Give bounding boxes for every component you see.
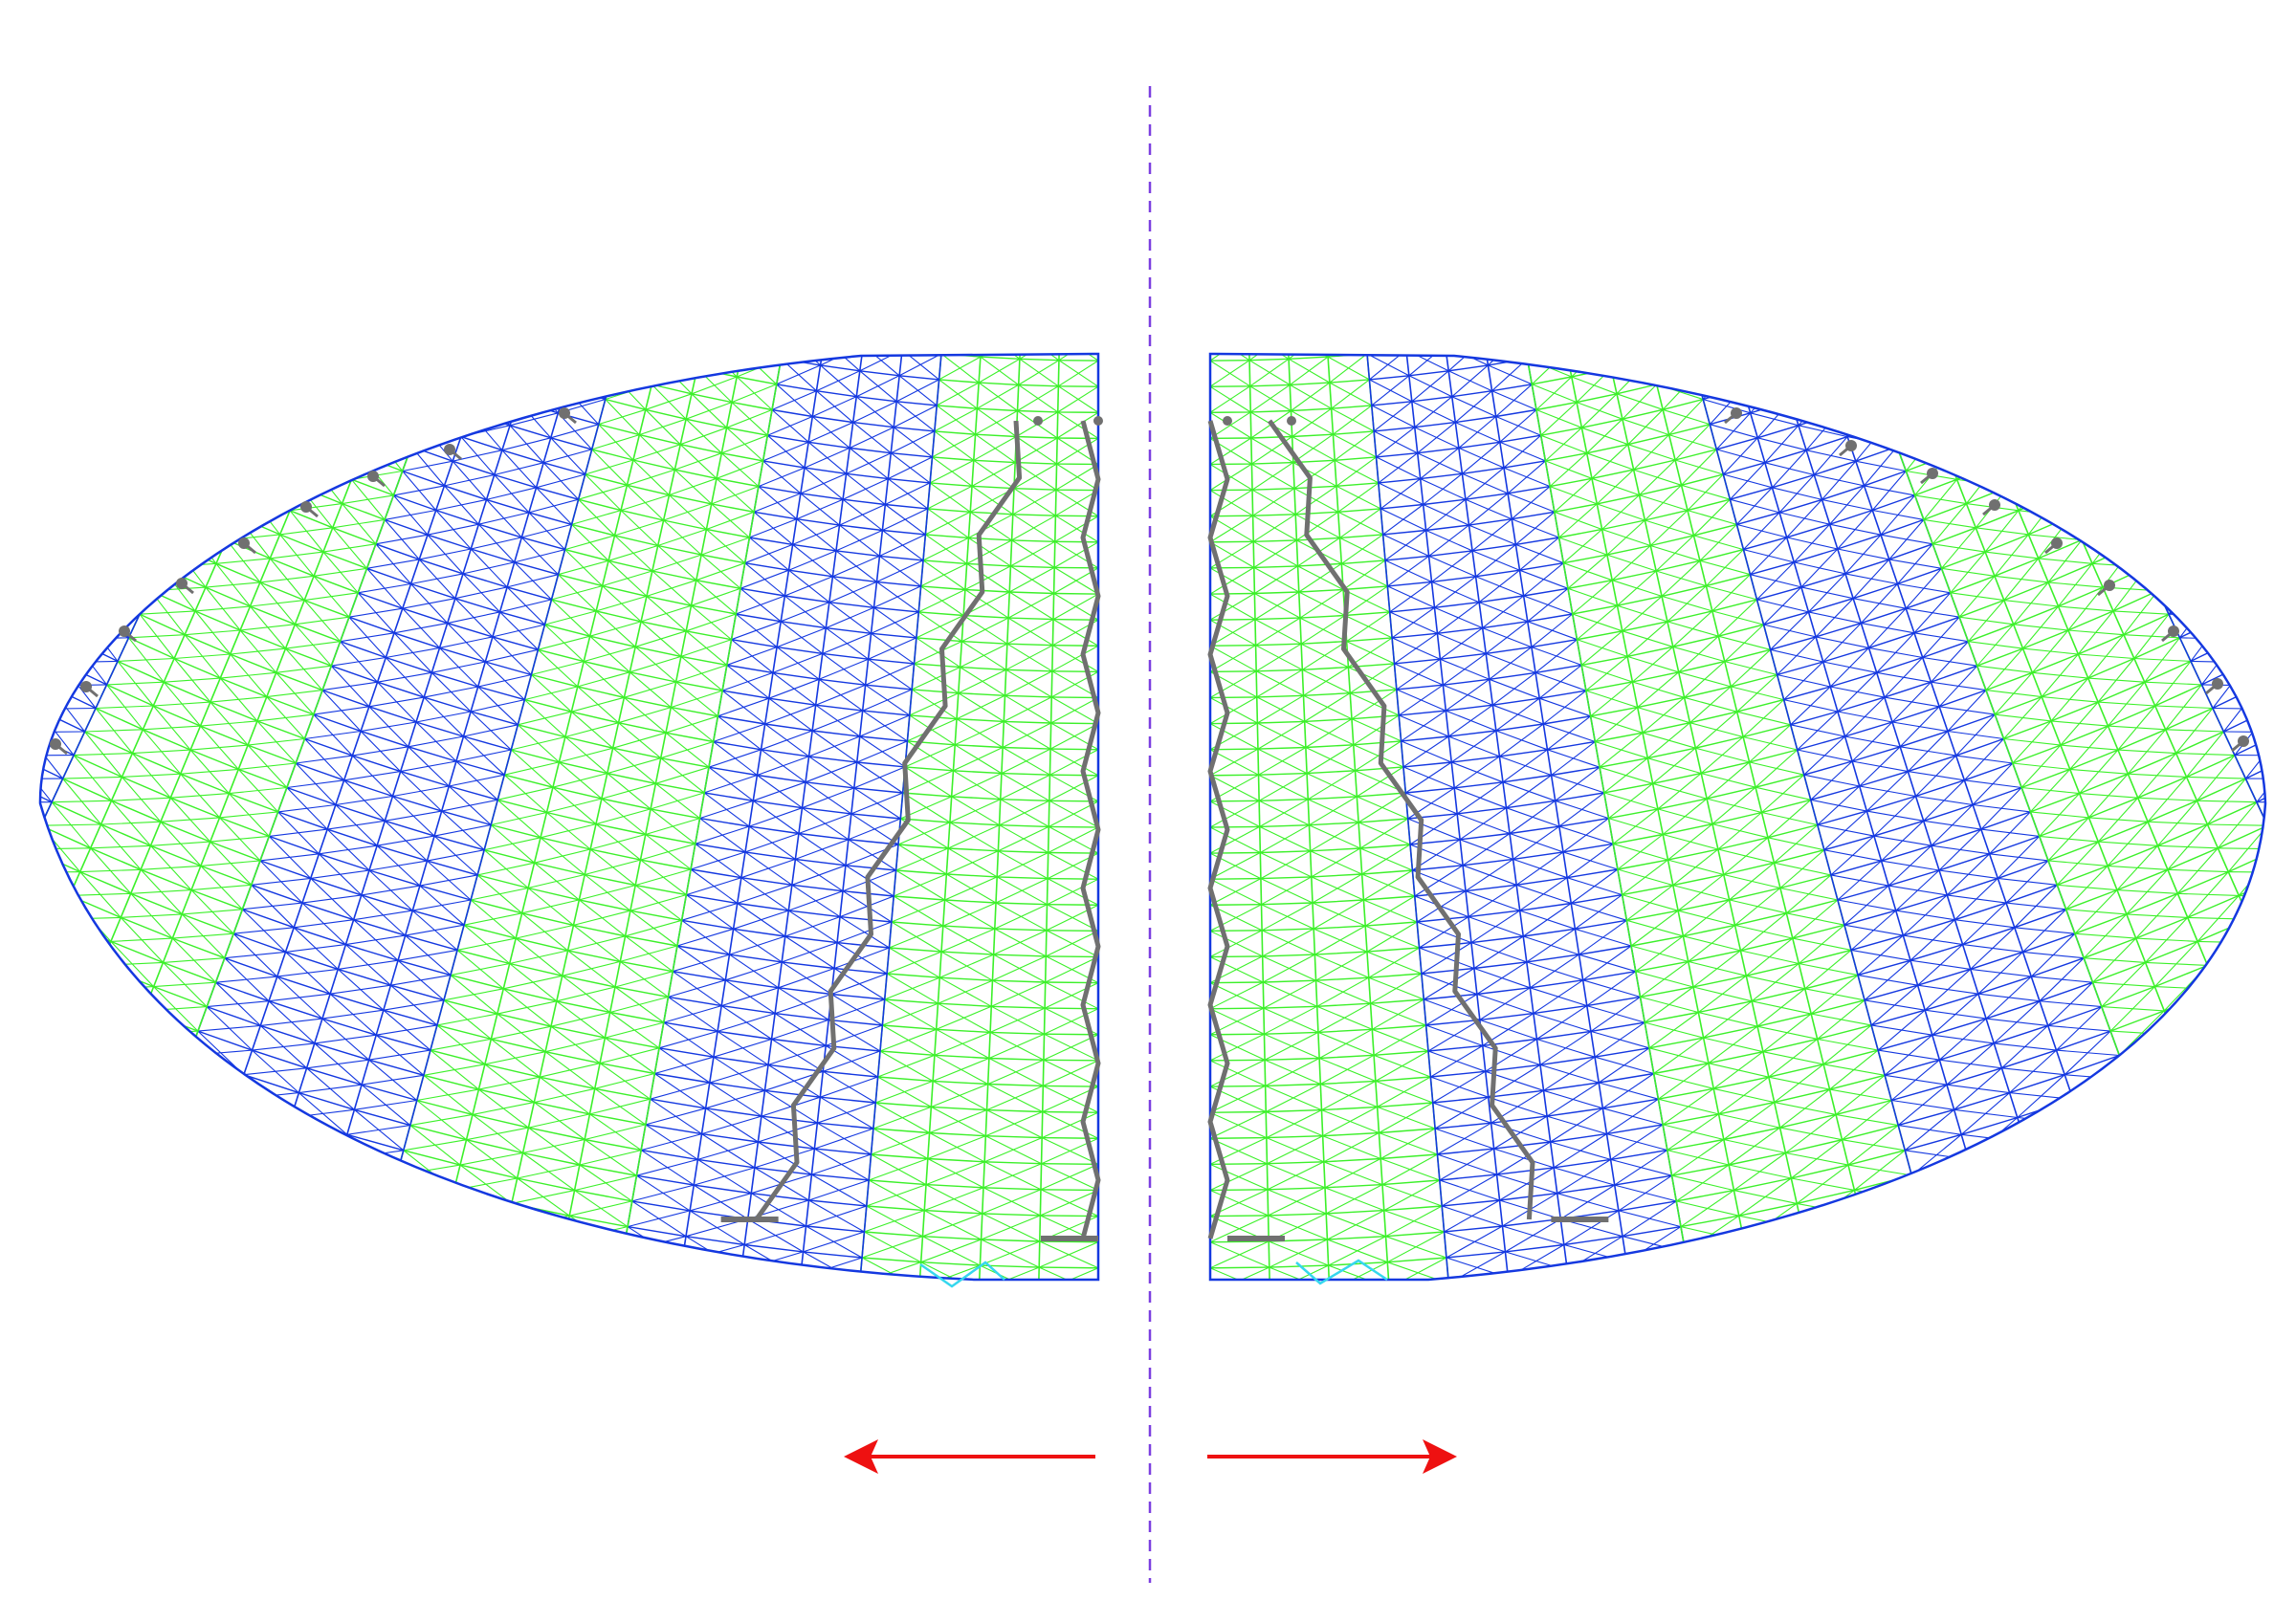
mesh-strip: [39, 354, 82, 820]
right-edge-supports: [1724, 407, 2249, 753]
left-roof-half: [38, 352, 1103, 1288]
mesh-strip: [1210, 354, 1452, 1280]
mesh-strip: [152, 354, 640, 1226]
right-mesh-strips: [1210, 354, 2265, 1280]
edge-beam: [919, 1261, 1005, 1288]
mesh-strip: [1517, 354, 1927, 1279]
mesh-strip: [617, 354, 945, 1280]
right-roof-half: [1207, 352, 2267, 1285]
mesh-strip: [1363, 354, 1691, 1280]
mesh-strip: [2226, 354, 2265, 820]
right-roof-outline: [1208, 352, 2267, 1282]
truss-chord: [720, 416, 1043, 1222]
mesh-strip: [856, 354, 1099, 1280]
mesh-strip: [1668, 354, 2156, 1226]
edge-beam: [1295, 1259, 1388, 1285]
left-truss: [720, 416, 1103, 1288]
left-arrow: [844, 1439, 1095, 1474]
truss-chord: [1207, 416, 1285, 1241]
left-roof-outline: [38, 352, 1100, 1282]
right-truss: [1207, 416, 1609, 1285]
truss-chord: [1041, 416, 1103, 1241]
mesh-strip: [39, 354, 493, 1154]
mesh-strip: [382, 354, 791, 1279]
left-edge-supports: [50, 407, 577, 756]
left-mesh-strips: [39, 354, 1099, 1280]
right-arrow: [1207, 1439, 1457, 1474]
truss-chord: [1267, 416, 1609, 1222]
